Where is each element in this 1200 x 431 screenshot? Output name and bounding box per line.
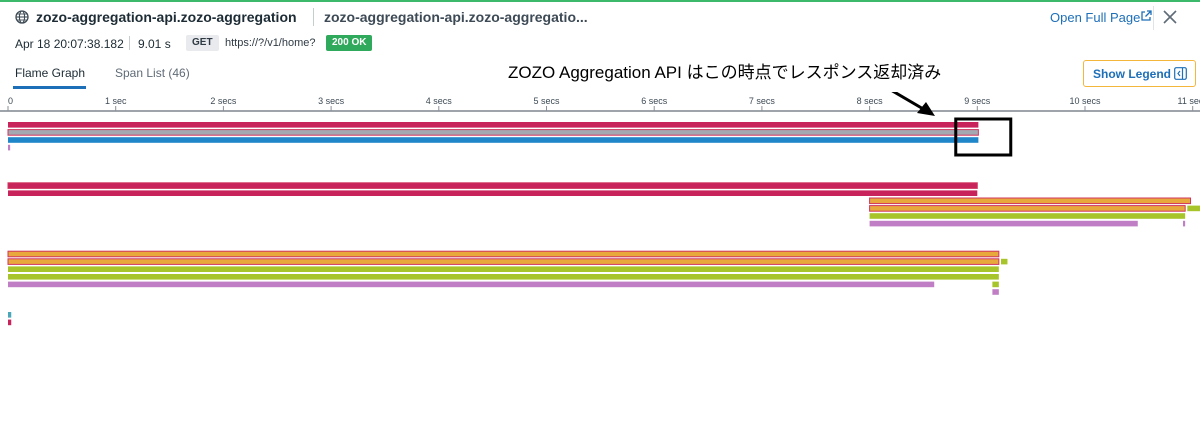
span-bar[interactable]	[8, 274, 999, 280]
title-divider	[313, 8, 314, 26]
annotation-arrow	[891, 92, 935, 116]
globe-icon	[15, 10, 29, 24]
span-bar[interactable]	[8, 266, 999, 272]
meta-divider	[129, 36, 130, 50]
panel-toggle-icon	[1174, 67, 1187, 80]
span-bar[interactable]	[869, 220, 1138, 227]
annotation-text: ZOZO Aggregation API はこの時点でレスポンス返却済み	[508, 63, 942, 82]
axis-tick-label: 10 secs	[1069, 96, 1101, 106]
span-bar[interactable]	[1000, 258, 1008, 265]
span-bar[interactable]	[869, 197, 1192, 205]
span-bar[interactable]	[8, 122, 979, 128]
axis-tick-label: 5 secs	[533, 96, 560, 106]
axis-tick-label: 9 secs	[964, 96, 991, 106]
axis-tick-label: 0	[8, 96, 13, 106]
span-bar[interactable]	[8, 319, 12, 326]
span-bar[interactable]	[992, 281, 999, 288]
show-legend-button[interactable]: Show Legend	[1083, 60, 1196, 87]
trace-date: Apr 18 20:07:38.182	[15, 37, 124, 51]
axis-tick-label: 4 secs	[426, 96, 453, 106]
span-bar[interactable]	[8, 281, 935, 288]
tab-bar: Flame Graph Span List (46)	[0, 60, 1200, 90]
flame-graph[interactable]: 0 1 sec 2 secs 3 secs 4 secs 5 secs 6 secs 7 se…	[0, 92, 1200, 431]
trace-subtitle: zozo-aggregation-api.zozo-aggregatio...	[324, 9, 588, 25]
status-badge: 200 OK	[326, 35, 373, 51]
arrow-head	[917, 102, 935, 116]
span-bar[interactable]	[7, 129, 979, 136]
axis-tick-label: 8 secs	[857, 96, 884, 106]
tab-span-list[interactable]: Span List (46)	[115, 66, 190, 80]
annotation-highlight-box	[954, 117, 1013, 157]
span-bar[interactable]	[8, 144, 11, 151]
span-bar[interactable]	[7, 182, 978, 189]
axis-tick-label: 2 secs	[210, 96, 237, 106]
span-bar[interactable]	[7, 258, 1000, 265]
axis-tick-label: 7 secs	[749, 96, 776, 106]
open-full-page-link[interactable]: Open Full Page	[1050, 10, 1141, 25]
header-divider	[1153, 6, 1154, 30]
span-bar[interactable]	[1183, 220, 1186, 227]
show-legend-label: Show Legend	[1093, 67, 1171, 81]
http-method-badge: GET	[186, 35, 219, 51]
axis-tick-label: 3 secs	[318, 96, 345, 106]
tab-flame-graph[interactable]: Flame Graph	[15, 66, 86, 80]
span-bar[interactable]	[7, 250, 1000, 258]
span-bar[interactable]	[8, 137, 979, 143]
axis-tick-label: 11 secs	[1178, 96, 1200, 106]
span-bar[interactable]	[869, 213, 1186, 219]
span-bar[interactable]	[8, 190, 978, 196]
trace-duration: 9.01 s	[138, 37, 171, 51]
active-tab-indicator	[13, 86, 86, 89]
span-bar[interactable]	[869, 205, 1186, 212]
external-link-icon[interactable]	[1140, 10, 1152, 22]
span-bar[interactable]	[1187, 205, 1200, 212]
trace-title: zozo-aggregation-api.zozo-aggregation	[36, 9, 297, 25]
top-accent-line	[0, 0, 1200, 2]
axis-tick-label: 6 secs	[641, 96, 668, 106]
close-icon[interactable]	[1162, 9, 1178, 25]
request-url: https://?/v1/home?	[225, 37, 316, 49]
axis-tick-label: 1 sec	[105, 96, 127, 106]
span-bar[interactable]	[8, 312, 12, 318]
arrow-shaft	[891, 92, 926, 112]
span-bar[interactable]	[992, 289, 999, 295]
panel-header: zozo-aggregation-api.zozo-aggregation zo…	[0, 2, 1200, 32]
